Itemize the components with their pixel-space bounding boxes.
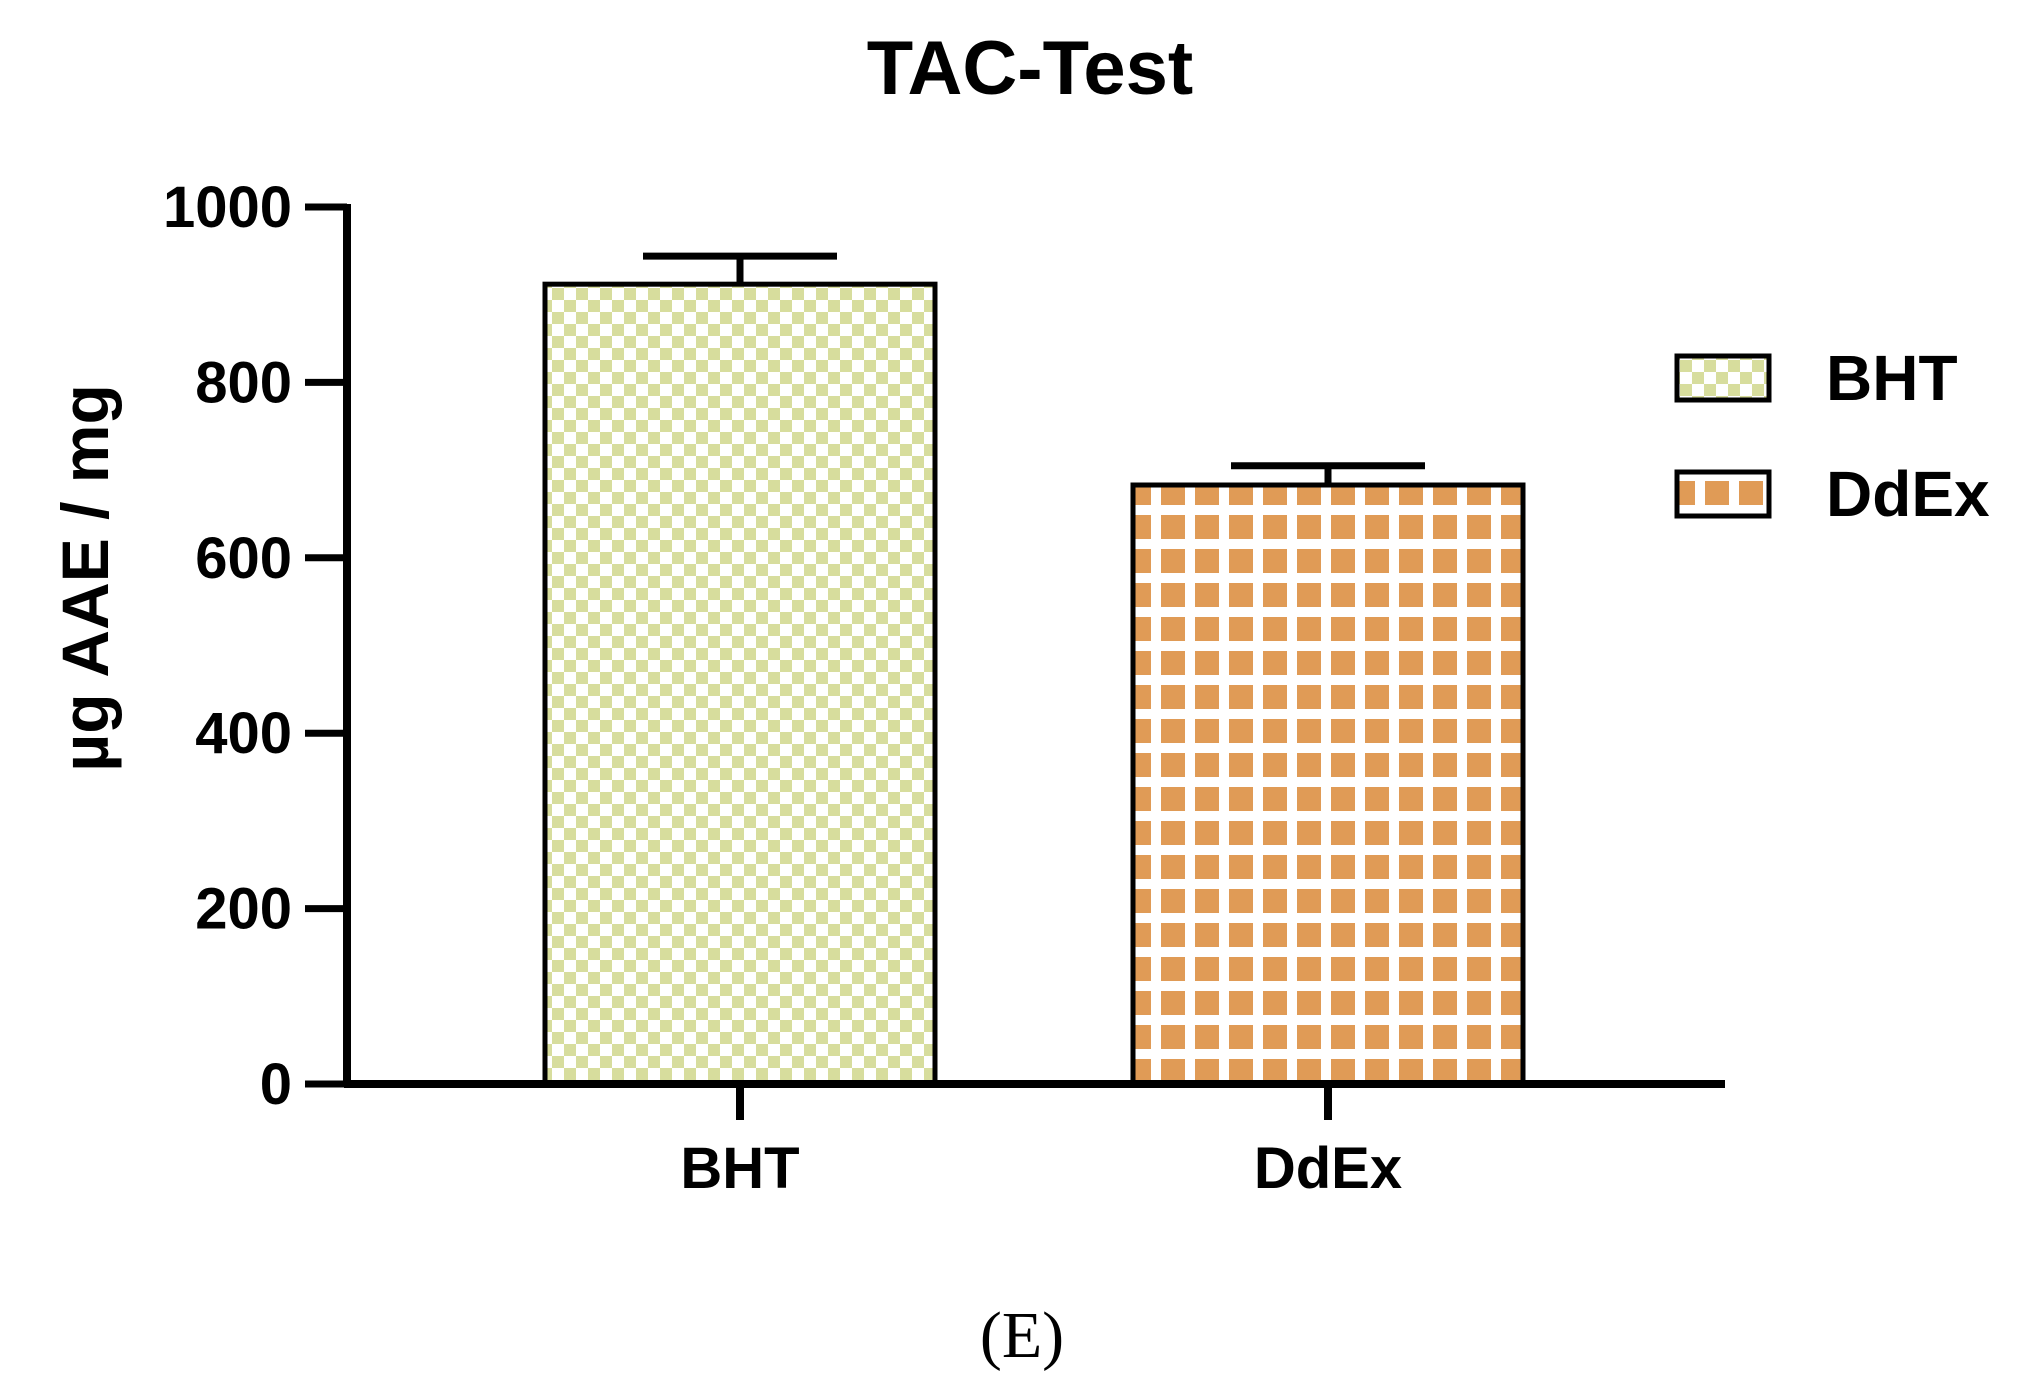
legend: BHT DdEx [1674,342,1990,530]
x-tick-label-bht: BHT [680,1136,799,1201]
chart-title: TAC-Test [867,26,1194,111]
y-axis-label: µg AAE / mg [48,384,122,772]
y-tick-label: 800 [195,350,292,415]
legend-label-bht: BHT [1826,342,1958,414]
bars [542,281,1526,1087]
y-tick-label: 1000 [163,175,292,240]
axes [343,204,1725,1088]
y-tick-label: 400 [195,701,292,766]
y-tick-label: 600 [195,526,292,591]
bar-ddex [1130,482,1526,1087]
legend-label-ddex: DdEx [1826,458,1990,530]
x-axis-ticks: BHT DdEx [680,1084,1402,1201]
y-tick-label: 0 [260,1052,292,1117]
legend-swatch-bht [1674,353,1772,403]
y-axis-ticks: 0 200 400 600 800 1000 [163,175,347,1117]
panel-label: (E) [980,1299,1064,1372]
legend-swatch-ddex [1674,469,1772,519]
x-tick-label-ddex: DdEx [1254,1136,1402,1201]
y-tick-label: 200 [195,877,292,942]
bar-bht [542,281,938,1087]
error-bars [643,252,1425,486]
